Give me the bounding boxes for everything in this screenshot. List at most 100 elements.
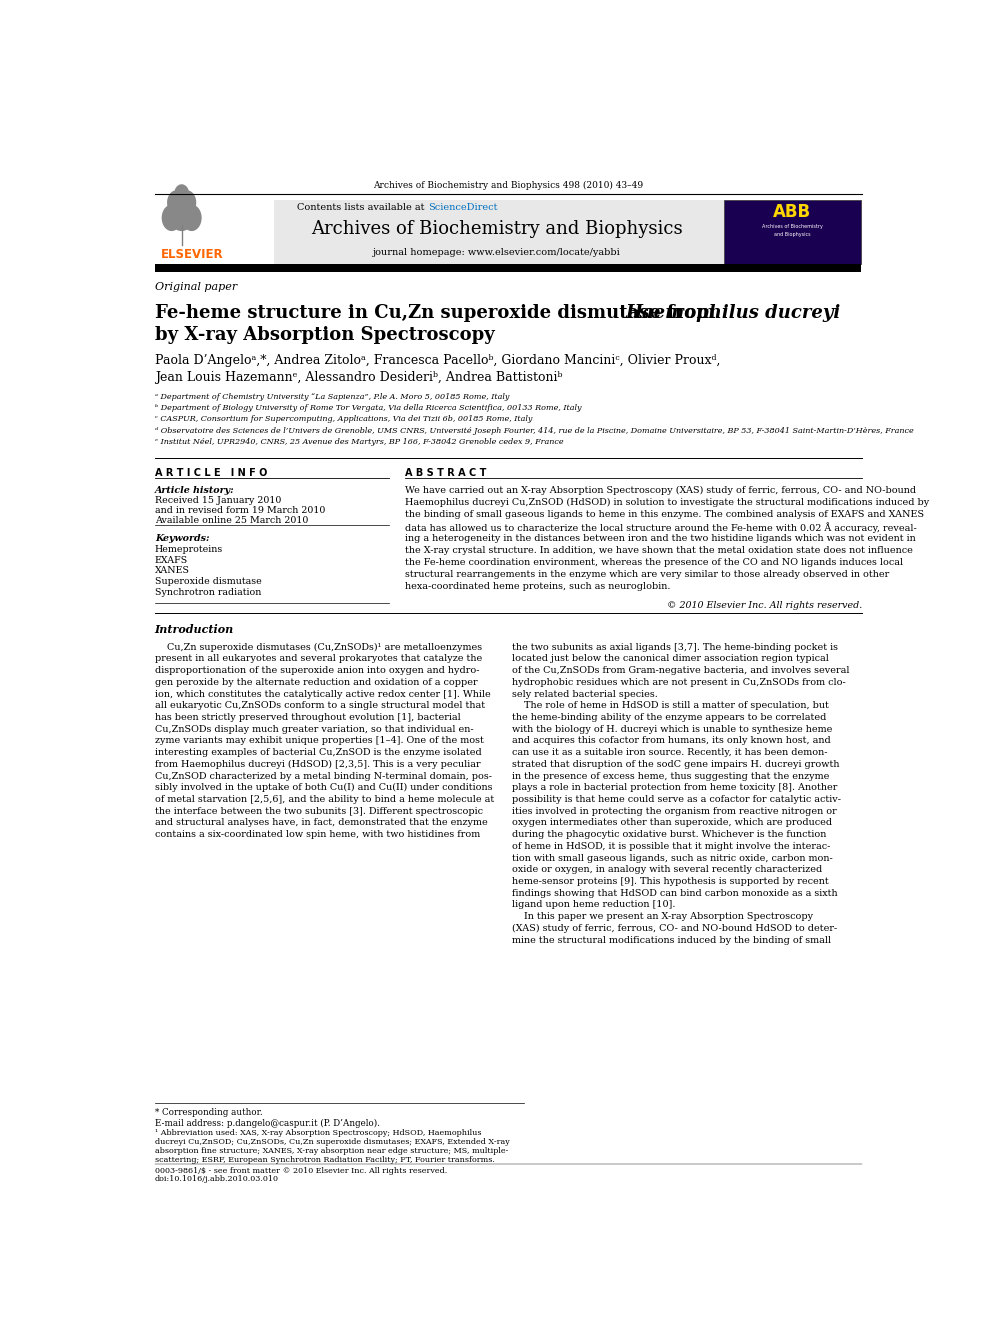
Text: A B S T R A C T: A B S T R A C T xyxy=(405,468,486,479)
Text: * Corresponding author.: * Corresponding author. xyxy=(155,1109,262,1117)
Text: The role of heme in HdSOD is still a matter of speculation, but: The role of heme in HdSOD is still a mat… xyxy=(512,701,829,710)
Text: all eukaryotic Cu,ZnSODs conform to a single structural model that: all eukaryotic Cu,ZnSODs conform to a si… xyxy=(155,701,485,710)
Text: with the biology of H. ducreyi which is unable to synthesize heme: with the biology of H. ducreyi which is … xyxy=(512,725,832,734)
Text: ScienceDirect: ScienceDirect xyxy=(428,202,497,212)
Text: sely related bacterial species.: sely related bacterial species. xyxy=(512,689,658,699)
Circle shape xyxy=(178,191,196,214)
Text: the Fe-heme coordination environment, whereas the presence of the CO and NO liga: the Fe-heme coordination environment, wh… xyxy=(405,558,903,566)
Text: present in all eukaryotes and several prokaryotes that catalyze the: present in all eukaryotes and several pr… xyxy=(155,655,482,663)
Text: EXAFS: EXAFS xyxy=(155,556,188,565)
Text: Cu,ZnSOD characterized by a metal binding N-terminal domain, pos-: Cu,ZnSOD characterized by a metal bindin… xyxy=(155,771,492,781)
Text: the binding of small gaseous ligands to heme in this enzyme. The combined analys: the binding of small gaseous ligands to … xyxy=(405,509,924,519)
Bar xyxy=(155,200,274,263)
Text: ᵇ Department of Biology University of Rome Tor Vergata, Via della Ricerca Scient: ᵇ Department of Biology University of Ro… xyxy=(155,405,581,413)
Text: of metal starvation [2,5,6], and the ability to bind a heme molecule at: of metal starvation [2,5,6], and the abi… xyxy=(155,795,494,804)
Text: zyme variants may exhibit unique properties [1–4]. One of the most: zyme variants may exhibit unique propert… xyxy=(155,737,484,745)
Text: Available online 25 March 2010: Available online 25 March 2010 xyxy=(155,516,309,525)
Text: ion, which constitutes the catalytically active redox center [1]. While: ion, which constitutes the catalytically… xyxy=(155,689,490,699)
Circle shape xyxy=(168,194,195,232)
Text: Hemeproteins: Hemeproteins xyxy=(155,545,223,554)
Text: Original paper: Original paper xyxy=(155,282,237,292)
Text: and Biophysics: and Biophysics xyxy=(774,232,810,237)
Text: data has allowed us to characterize the local structure around the Fe-heme with : data has allowed us to characterize the … xyxy=(405,521,917,533)
Bar xyxy=(274,200,723,263)
Text: ing a heterogeneity in the distances between iron and the two histidine ligands : ing a heterogeneity in the distances bet… xyxy=(405,534,916,542)
Text: Jean Louis Hazemannᵉ, Alessandro Desideriᵇ, Andrea Battistoniᵇ: Jean Louis Hazemannᵉ, Alessandro Desider… xyxy=(155,370,562,384)
Text: Cu,Zn superoxide dismutases (Cu,ZnSODs)¹ are metalloenzymes: Cu,Zn superoxide dismutases (Cu,ZnSODs)¹… xyxy=(155,643,482,652)
Text: during the phagocytic oxidative burst. Whichever is the function: during the phagocytic oxidative burst. W… xyxy=(512,830,826,839)
Text: absorption fine structure; XANES, X-ray absorption near edge structure; MS, mult: absorption fine structure; XANES, X-ray … xyxy=(155,1147,508,1155)
Text: (XAS) study of ferric, ferrous, CO- and NO-bound HdSOD to deter-: (XAS) study of ferric, ferrous, CO- and … xyxy=(512,923,837,933)
Circle shape xyxy=(162,205,182,232)
Text: doi:10.1016/j.abb.2010.03.010: doi:10.1016/j.abb.2010.03.010 xyxy=(155,1175,279,1184)
Text: ducreyi Cu,ZnSOD; Cu,ZnSODs, Cu,Zn superoxide dismutases; EXAFS, Extended X-ray: ducreyi Cu,ZnSOD; Cu,ZnSODs, Cu,Zn super… xyxy=(155,1138,510,1146)
Circle shape xyxy=(182,205,201,232)
Text: Haemophilus ducreyi Cu,ZnSOD (HdSOD) in solution to investigate the structural m: Haemophilus ducreyi Cu,ZnSOD (HdSOD) in … xyxy=(405,497,929,507)
Text: oxygen intermediates other than superoxide, which are produced: oxygen intermediates other than superoxi… xyxy=(512,819,832,827)
Text: Article history:: Article history: xyxy=(155,486,234,495)
Bar xyxy=(155,263,860,271)
Text: strated that disruption of the sodC gene impairs H. ducreyi growth: strated that disruption of the sodC gene… xyxy=(512,759,840,769)
Text: © 2010 Elsevier Inc. All rights reserved.: © 2010 Elsevier Inc. All rights reserved… xyxy=(667,601,862,610)
Text: E-mail address: p.dangelo@caspur.it (P. D’Angelo).: E-mail address: p.dangelo@caspur.it (P. … xyxy=(155,1118,380,1127)
Text: disproportionation of the superoxide anion into oxygen and hydro-: disproportionation of the superoxide ani… xyxy=(155,665,479,675)
Text: ᵉ Institut Néel, UPR2940, CNRS, 25 Avenue des Martyrs, BP 166, F-38042 Grenoble : ᵉ Institut Néel, UPR2940, CNRS, 25 Avenu… xyxy=(155,438,563,446)
Text: by X-ray Absorption Spectroscopy: by X-ray Absorption Spectroscopy xyxy=(155,325,494,344)
Text: from Haemophilus ducreyi (HdSOD) [2,3,5]. This is a very peculiar: from Haemophilus ducreyi (HdSOD) [2,3,5]… xyxy=(155,759,480,769)
Text: Received 15 January 2010: Received 15 January 2010 xyxy=(155,496,281,505)
Text: plays a role in bacterial protection from heme toxicity [8]. Another: plays a role in bacterial protection fro… xyxy=(512,783,837,792)
Text: A R T I C L E   I N F O: A R T I C L E I N F O xyxy=(155,468,267,479)
Text: Archives of Biochemistry and Biophysics 498 (2010) 43–49: Archives of Biochemistry and Biophysics … xyxy=(373,181,644,191)
Text: contains a six-coordinated low spin heme, with two histidines from: contains a six-coordinated low spin heme… xyxy=(155,830,480,839)
Text: scattering; ESRF, European Synchrotron Radiation Facility; FT, Fourier transform: scattering; ESRF, European Synchrotron R… xyxy=(155,1156,495,1164)
Text: in the presence of excess heme, thus suggesting that the enzyme: in the presence of excess heme, thus sug… xyxy=(512,771,829,781)
Text: oxide or oxygen, in analogy with several recently characterized: oxide or oxygen, in analogy with several… xyxy=(512,865,822,875)
Text: Synchrotron radiation: Synchrotron radiation xyxy=(155,587,261,597)
Text: ities involved in protecting the organism from reactive nitrogen or: ities involved in protecting the organis… xyxy=(512,807,837,816)
Text: We have carried out an X-ray Absorption Spectroscopy (XAS) study of ferric, ferr: We have carried out an X-ray Absorption … xyxy=(405,486,916,495)
Text: and acquires this cofactor from humans, its only known host, and: and acquires this cofactor from humans, … xyxy=(512,737,831,745)
Text: located just below the canonical dimer association region typical: located just below the canonical dimer a… xyxy=(512,655,829,663)
Text: tion with small gaseous ligands, such as nitric oxide, carbon mon-: tion with small gaseous ligands, such as… xyxy=(512,853,833,863)
Text: Introduction: Introduction xyxy=(155,624,234,635)
Text: Superoxide dismutase: Superoxide dismutase xyxy=(155,577,262,586)
Text: ᵃ Department of Chemistry University “La Sapienza”, P.le A. Moro 5, 00185 Rome, : ᵃ Department of Chemistry University “La… xyxy=(155,393,509,401)
Text: Archives of Biochemistry and Biophysics: Archives of Biochemistry and Biophysics xyxy=(311,220,682,238)
Text: ligand upon heme reduction [10].: ligand upon heme reduction [10]. xyxy=(512,901,676,909)
Text: Haemophilus ducreyi: Haemophilus ducreyi xyxy=(625,304,840,323)
Text: findings showing that HdSOD can bind carbon monoxide as a sixth: findings showing that HdSOD can bind car… xyxy=(512,889,838,898)
Text: 0003-9861/$ - see front matter © 2010 Elsevier Inc. All rights reserved.: 0003-9861/$ - see front matter © 2010 El… xyxy=(155,1167,447,1175)
Text: interesting examples of bacterial Cu,ZnSOD is the enzyme isolated: interesting examples of bacterial Cu,ZnS… xyxy=(155,747,481,757)
Text: ᵈ Observatoire des Sciences de l’Univers de Grenoble, UMS CNRS, Université Josep: ᵈ Observatoire des Sciences de l’Univers… xyxy=(155,427,914,435)
Circle shape xyxy=(174,184,189,205)
Text: the two subunits as axial ligands [3,7]. The heme-binding pocket is: the two subunits as axial ligands [3,7].… xyxy=(512,643,838,652)
Text: ¹ Abbreviation used: XAS, X-ray Absorption Spectroscopy; HdSOD, Haemophilus: ¹ Abbreviation used: XAS, X-ray Absorpti… xyxy=(155,1129,481,1136)
Text: the X-ray crystal structure. In addition, we have shown that the metal oxidation: the X-ray crystal structure. In addition… xyxy=(405,546,913,554)
Text: ABB: ABB xyxy=(773,202,811,221)
Bar xyxy=(724,200,860,263)
Text: journal homepage: www.elsevier.com/locate/yabbi: journal homepage: www.elsevier.com/locat… xyxy=(373,249,621,258)
Text: Archives of Biochemistry: Archives of Biochemistry xyxy=(762,224,822,229)
Circle shape xyxy=(167,191,186,214)
Text: possibility is that heme could serve as a cofactor for catalytic activ-: possibility is that heme could serve as … xyxy=(512,795,841,804)
Text: Fe-heme structure in Cu,Zn superoxide dismutase from: Fe-heme structure in Cu,Zn superoxide di… xyxy=(155,304,721,323)
Text: and structural analyses have, in fact, demonstrated that the enzyme: and structural analyses have, in fact, d… xyxy=(155,819,487,827)
Text: Keywords:: Keywords: xyxy=(155,533,209,542)
Text: XANES: XANES xyxy=(155,566,189,576)
Text: hydrophobic residues which are not present in Cu,ZnSODs from clo-: hydrophobic residues which are not prese… xyxy=(512,677,846,687)
Text: hexa-coordinated heme proteins, such as neuroglobin.: hexa-coordinated heme proteins, such as … xyxy=(405,582,670,591)
Text: of heme in HdSOD, it is possible that it might involve the interac-: of heme in HdSOD, it is possible that it… xyxy=(512,841,830,851)
Text: structural rearrangements in the enzyme which are very similar to those already : structural rearrangements in the enzyme … xyxy=(405,570,889,579)
Text: In this paper we present an X-ray Absorption Spectroscopy: In this paper we present an X-ray Absorp… xyxy=(512,912,813,921)
Text: the interface between the two subunits [3]. Different spectroscopic: the interface between the two subunits [… xyxy=(155,807,483,816)
Text: Cu,ZnSODs display much greater variation, so that individual en-: Cu,ZnSODs display much greater variation… xyxy=(155,725,473,734)
Text: the heme-binding ability of the enzyme appears to be correlated: the heme-binding ability of the enzyme a… xyxy=(512,713,826,722)
Text: can use it as a suitable iron source. Recently, it has been demon-: can use it as a suitable iron source. Re… xyxy=(512,747,827,757)
Text: ᶜ CASPUR, Consortium for Supercomputing, Applications, Via dei Tizii 6b, 00185 R: ᶜ CASPUR, Consortium for Supercomputing,… xyxy=(155,415,532,423)
Text: and in revised form 19 March 2010: and in revised form 19 March 2010 xyxy=(155,507,325,515)
Text: of the Cu,ZnSODs from Gram-negative bacteria, and involves several: of the Cu,ZnSODs from Gram-negative bact… xyxy=(512,665,850,675)
Text: heme-sensor proteins [9]. This hypothesis is supported by recent: heme-sensor proteins [9]. This hypothesi… xyxy=(512,877,829,886)
Text: gen peroxide by the alternate reduction and oxidation of a copper: gen peroxide by the alternate reduction … xyxy=(155,677,477,687)
Text: Paola D’Angeloᵃ,*, Andrea Zitoloᵃ, Francesca Pacelloᵇ, Giordano Manciniᶜ, Olivie: Paola D’Angeloᵃ,*, Andrea Zitoloᵃ, Franc… xyxy=(155,355,720,368)
Text: ELSEVIER: ELSEVIER xyxy=(161,249,223,262)
